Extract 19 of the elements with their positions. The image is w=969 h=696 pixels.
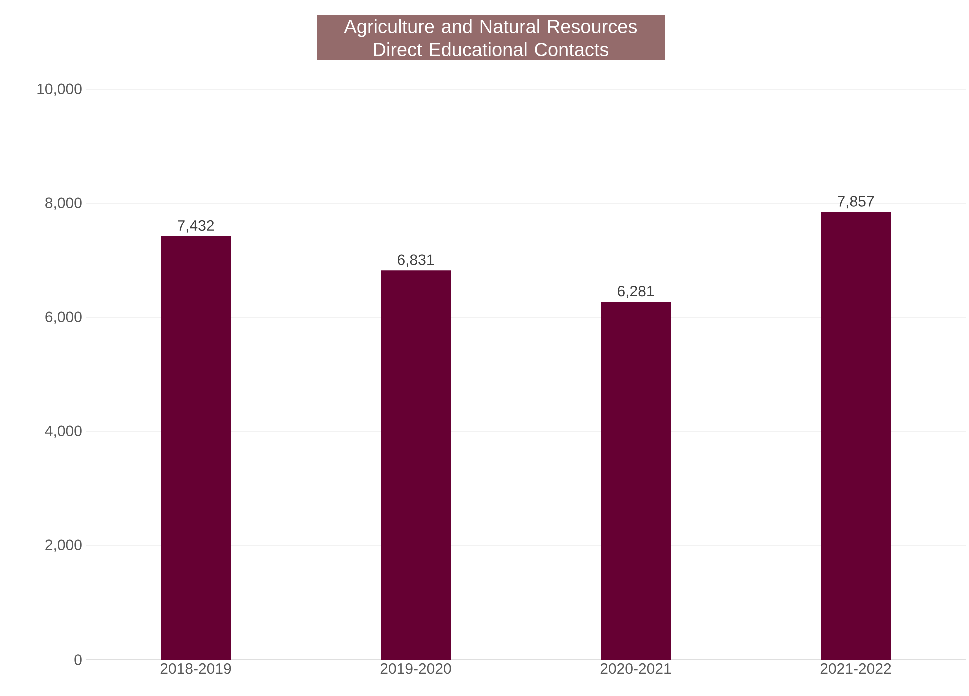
bar [601, 302, 672, 660]
data-label: 6,831 [398, 254, 434, 268]
x-tick-label: 2020-2021 [600, 664, 672, 674]
data-label: 7,857 [838, 196, 874, 209]
chart-title: Agriculture and Natural Resources Direct Educational Contacts [344, 20, 638, 56]
y-tick-label: 0 [74, 654, 82, 666]
y-tick-label: 4,000 [45, 426, 82, 438]
x-tick-label: 2019-2020 [380, 664, 452, 674]
x-tick-label: 2021-2022 [820, 664, 892, 674]
bar [161, 236, 232, 660]
x-tick-label: 2018-2019 [160, 664, 232, 674]
bar [821, 212, 892, 660]
y-tick-label: 8,000 [46, 198, 82, 210]
y-tick-label: 6,000 [46, 312, 82, 324]
y-tick-label: 10,000 [38, 84, 82, 96]
data-label: 7,432 [178, 220, 214, 233]
y-tick-label: 2,000 [46, 540, 82, 552]
data-label: 6,281 [618, 286, 654, 298]
bar [381, 270, 452, 660]
